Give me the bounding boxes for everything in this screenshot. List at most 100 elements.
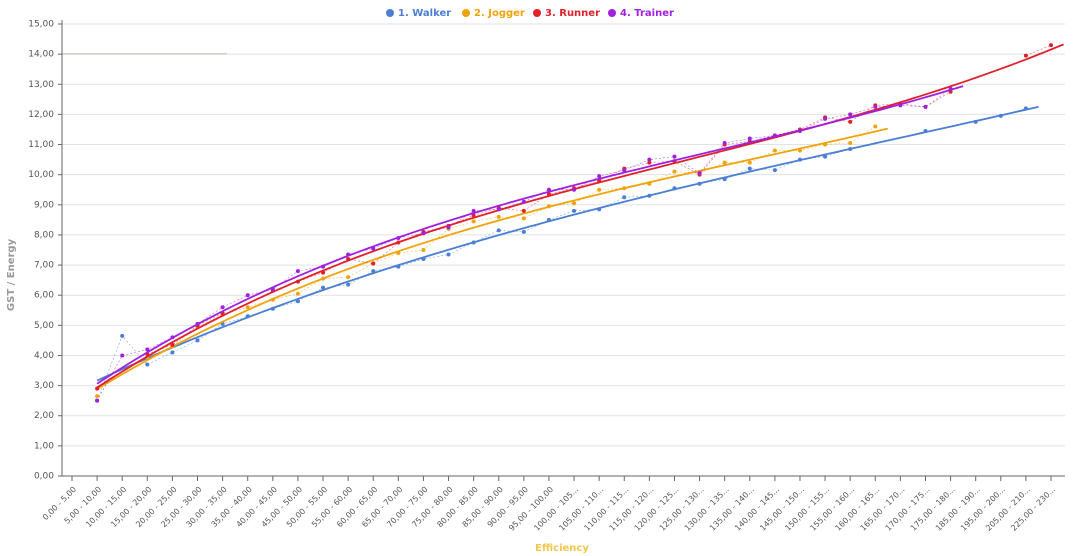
data-point: [295, 291, 300, 296]
data-point: [396, 235, 401, 240]
data-point: [772, 168, 777, 173]
data-point: [521, 199, 526, 204]
x-tick-label: 205,00 - 210...: [984, 485, 1032, 533]
x-tick-label: 195,00 - 200...: [959, 485, 1007, 533]
data-point: [446, 225, 451, 230]
y-tick-label: 12,00: [28, 110, 54, 120]
data-point: [948, 86, 953, 91]
data-point: [295, 269, 300, 274]
data-point: [496, 207, 501, 212]
data-point: [647, 157, 652, 162]
data-point: [848, 119, 853, 124]
data-point: [245, 293, 250, 298]
data-point: [496, 214, 501, 219]
trend-line: [96, 105, 1039, 382]
data-point: [873, 124, 878, 129]
series-line: [147, 44, 1052, 355]
legend-marker: [533, 9, 541, 17]
legend-marker: [608, 9, 616, 17]
y-tick-label: 6,00: [34, 291, 54, 301]
data-point: [747, 160, 752, 165]
data-point: [496, 228, 501, 233]
x-tick-label: 120,00 - 125...: [633, 485, 681, 533]
data-point: [145, 362, 150, 367]
legend-marker: [462, 9, 470, 17]
series-line: [96, 88, 951, 401]
data-point: [747, 166, 752, 171]
y-tick-label: 3,00: [34, 381, 54, 391]
series: [95, 124, 889, 399]
data-point: [797, 128, 802, 133]
data-point: [597, 174, 602, 179]
data-point: [647, 193, 652, 198]
y-tick-label: 0,00: [34, 472, 54, 482]
legend-label: 2. Jogger: [474, 8, 525, 19]
data-point: [873, 104, 878, 109]
data-point: [1023, 106, 1028, 111]
y-tick-label: 4,00: [34, 351, 54, 361]
x-tick-label: 175,00 - 180...: [909, 485, 957, 533]
data-point: [245, 314, 250, 319]
data-point: [572, 201, 577, 206]
data-point: [622, 168, 627, 173]
legend-marker: [386, 9, 394, 17]
data-point: [521, 216, 526, 221]
trend-line: [96, 85, 964, 385]
x-tick-label: 150,00 - 155...: [783, 485, 831, 533]
data-point: [195, 338, 200, 343]
legend-label: 3. Runner: [545, 8, 600, 19]
data-point: [672, 154, 677, 159]
data-point: [622, 195, 627, 200]
data-point: [471, 219, 476, 224]
data-point: [823, 142, 828, 147]
x-tick-label: 110,00 - 115...: [582, 485, 630, 533]
data-point: [747, 136, 752, 141]
x-tick-label: 100,00 - 105...: [532, 485, 580, 533]
data-point: [471, 240, 476, 245]
data-point: [396, 264, 401, 269]
x-tick-label: 160,00 - 165...: [833, 485, 881, 533]
x-tick-label: 165,00 - 170...: [859, 485, 907, 533]
data-point: [848, 141, 853, 146]
y-tick-label: 14,00: [28, 50, 54, 60]
y-tick-label: 1,00: [34, 441, 54, 451]
data-point: [546, 217, 551, 222]
data-point: [270, 306, 275, 311]
data-point: [898, 103, 903, 108]
data-point: [95, 386, 100, 391]
data-point: [722, 177, 727, 182]
x-tick-label: 135,00 - 140...: [708, 485, 756, 533]
data-point: [321, 276, 326, 281]
data-point: [371, 269, 376, 274]
y-tick-label: 5,00: [34, 321, 54, 331]
data-point: [797, 148, 802, 153]
data-point: [1023, 53, 1028, 58]
data-point: [572, 208, 577, 213]
data-point: [546, 204, 551, 209]
data-point: [421, 248, 426, 252]
data-point: [597, 187, 602, 192]
data-point: [546, 192, 551, 197]
y-axis-title: GST / Energy: [6, 238, 17, 311]
x-tick-label: 115,00 - 120...: [608, 485, 656, 533]
x-axis-title: Efficiency: [535, 543, 589, 554]
data-point: [346, 282, 351, 287]
legend-item: 2. Jogger: [462, 8, 525, 19]
data-point: [120, 353, 125, 358]
data-point: [421, 231, 426, 236]
data-point: [396, 240, 401, 245]
data-point: [270, 287, 275, 292]
data-point: [371, 261, 376, 266]
x-tick-label: 105,00 - 110...: [557, 485, 605, 533]
data-point: [848, 147, 853, 152]
data-point: [672, 169, 677, 174]
data-point: [170, 342, 175, 347]
legend-label: 1. Walker: [398, 8, 451, 19]
data-point: [145, 347, 150, 352]
data-point: [973, 119, 978, 124]
data-point: [597, 207, 602, 212]
data-point: [923, 128, 928, 133]
data-point: [647, 181, 652, 186]
data-point: [1049, 43, 1053, 48]
